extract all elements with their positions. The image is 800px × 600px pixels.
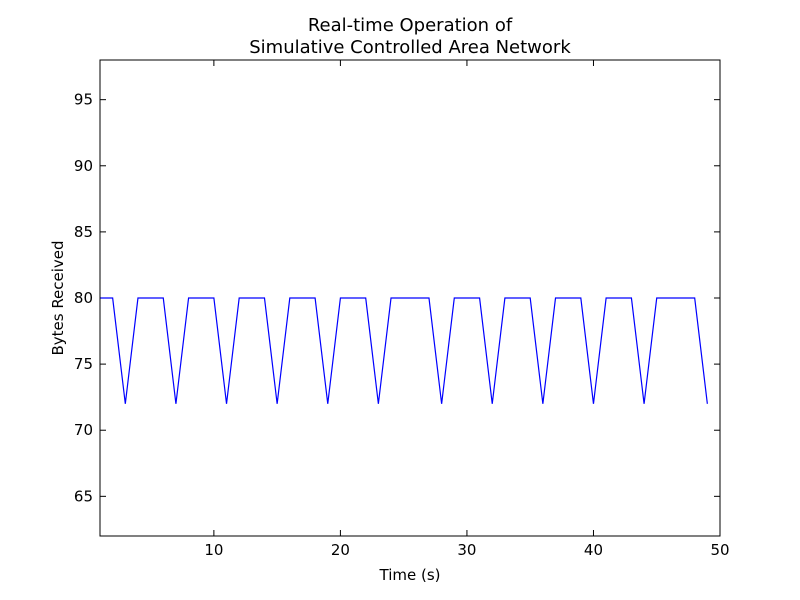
x-tick-label: 40 [584,541,603,559]
chart-title-line-2: Simulative Controlled Area Network [249,37,571,58]
y-tick-label: 75 [74,355,93,373]
x-axis-label: Time (s) [379,566,441,584]
y-tick-label: 80 [74,289,93,307]
y-tick-label: 85 [74,223,93,241]
x-tick-label: 20 [331,541,350,559]
y-tick-label: 65 [74,487,93,505]
x-tick-label: 50 [710,541,729,559]
series-layer [100,297,708,404]
y-tick-label: 95 [74,91,93,109]
x-tick-label: 30 [457,541,476,559]
x-tick-label: 10 [204,541,223,559]
series-line-bytes-received [100,297,708,404]
axis-ticks [100,60,721,536]
tick-labels: 10 20 30 40 50 65 70 75 80 85 90 95 [74,91,730,559]
chart-title-line-1: Real-time Operation of [308,15,513,36]
y-tick-label: 90 [74,157,93,175]
y-tick-label: 70 [74,421,93,439]
y-axis-label: Bytes Received [49,240,67,355]
plot-frame [99,59,721,537]
